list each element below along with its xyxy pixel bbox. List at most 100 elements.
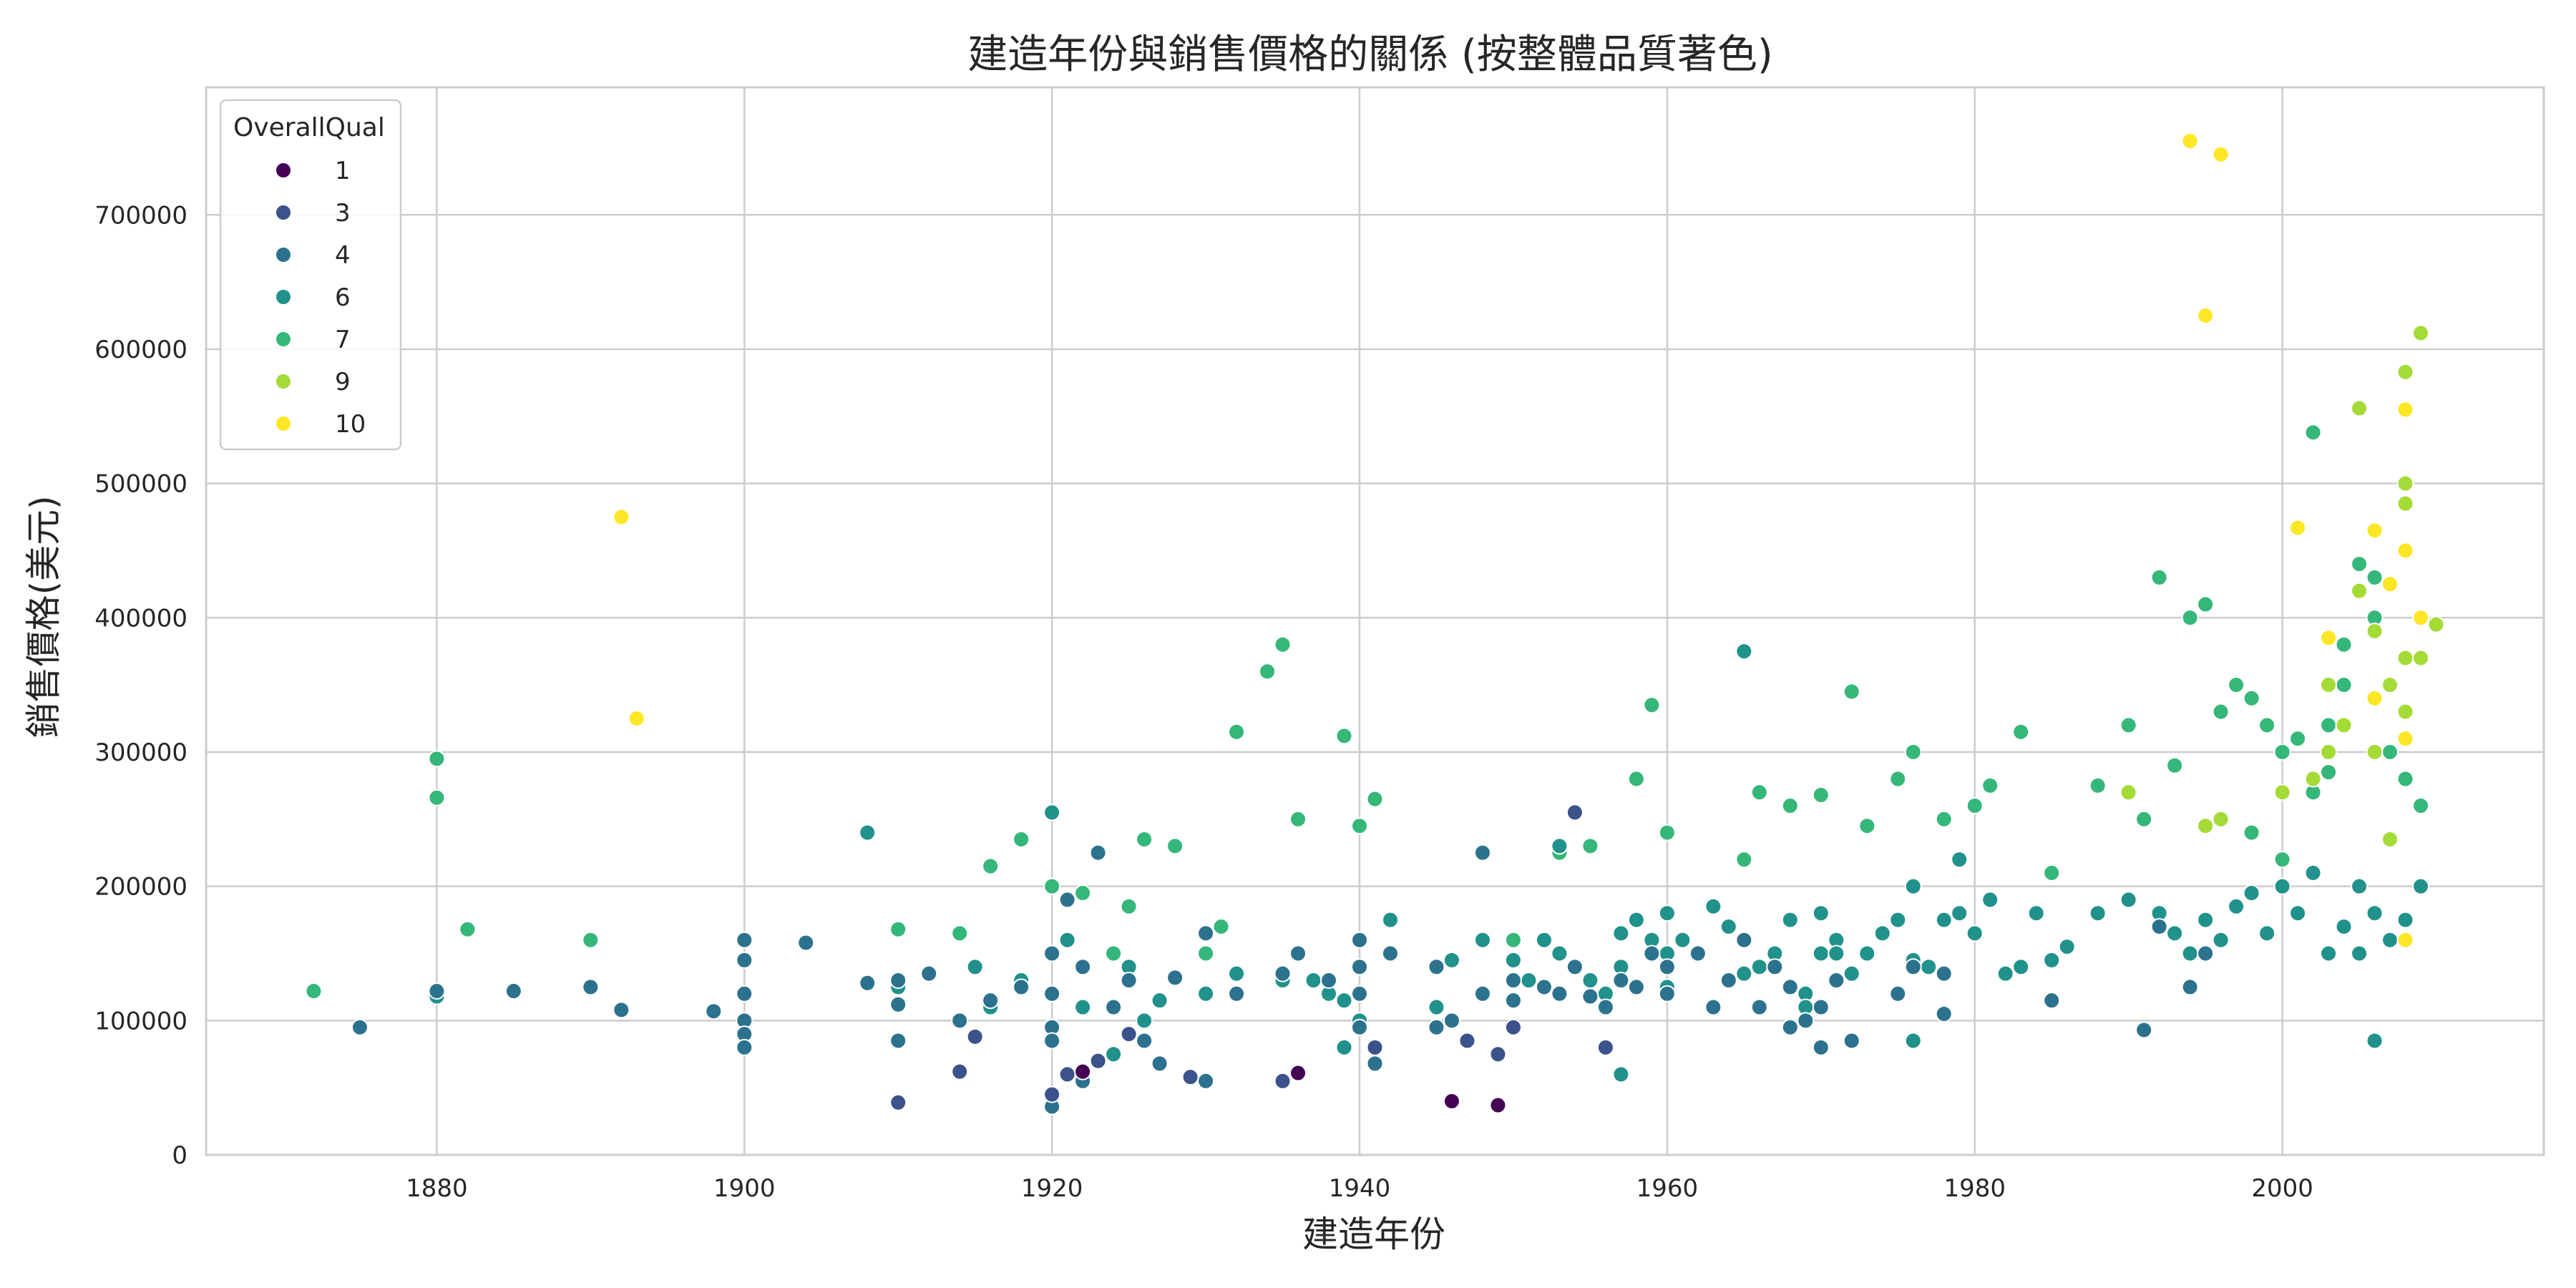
data-point-qual-3 (1058, 1065, 1076, 1083)
data-point-qual-9 (2119, 784, 2137, 801)
data-point-qual-9 (2335, 716, 2353, 734)
y-tick-label: 500000 (94, 470, 187, 499)
data-point-qual-4 (1735, 931, 1753, 949)
data-point-qual-6 (1920, 958, 1938, 976)
data-point-qual-4 (1689, 945, 1707, 962)
data-point-qual-6 (2197, 911, 2215, 929)
data-point-qual-7 (2366, 569, 2384, 587)
data-point-qual-4 (1058, 891, 1076, 909)
data-point-qual-7 (982, 857, 1000, 875)
data-point-qual-4 (1428, 1018, 1445, 1036)
data-point-qual-7 (1105, 945, 1123, 962)
data-point-qual-6 (2289, 904, 2307, 922)
data-point-qual-4 (1612, 972, 1630, 990)
data-point-qual-9 (2273, 784, 2291, 801)
data-point-qual-4 (1151, 1055, 1169, 1073)
data-point-qual-3 (966, 1028, 984, 1045)
data-point-qual-4 (1904, 958, 1922, 976)
data-point-qual-1 (1289, 1064, 1307, 1082)
data-point-qual-4 (1043, 945, 1061, 962)
data-point-qual-6 (1304, 972, 1322, 990)
data-point-qual-7 (2119, 716, 2137, 734)
y-tick-label: 700000 (94, 201, 187, 230)
legend-label: 6 (335, 283, 351, 312)
data-point-qual-7 (2089, 776, 2107, 794)
data-point-qual-4 (1935, 1005, 1953, 1023)
data-point-qual-4 (428, 982, 446, 1000)
data-point-qual-4 (1351, 958, 1369, 976)
data-point-qual-6 (1966, 924, 1984, 942)
data-point-qual-4 (1627, 978, 1645, 996)
data-point-qual-6 (1904, 1032, 1922, 1050)
data-point-qual-4 (613, 1001, 630, 1019)
data-point-qual-6 (1074, 998, 1092, 1016)
data-point-qual-4 (736, 931, 753, 949)
y-tick-label: 400000 (94, 604, 187, 633)
data-point-qual-6 (1981, 891, 1999, 909)
data-point-qual-7 (2043, 864, 2061, 882)
data-point-qual-9 (2366, 623, 2384, 640)
data-point-qual-4 (1043, 985, 1061, 1002)
data-point-qual-9 (2212, 810, 2230, 828)
data-point-qual-7 (2181, 609, 2199, 627)
data-point-qual-4 (951, 1012, 969, 1030)
data-point-qual-7 (428, 789, 446, 806)
data-point-qual-4 (1843, 1032, 1860, 1050)
data-point-qual-1 (1443, 1092, 1460, 1110)
data-point-qual-4 (2197, 945, 2215, 962)
x-tick-label: 1920 (1021, 1174, 1083, 1203)
data-point-qual-4 (889, 972, 907, 990)
data-point-qual-7 (1274, 635, 1292, 653)
tick-labels: 1880 1900 1920 1940 1960 1980 2000 0 100000 20000… (94, 201, 2313, 1203)
legend-marker (275, 288, 292, 306)
data-point-qual-7 (1643, 696, 1661, 714)
data-point-qual-7 (582, 931, 600, 949)
data-point-qual-4 (1581, 987, 1599, 1005)
legend-marker (275, 373, 292, 390)
data-point-qual-7 (1812, 786, 1830, 804)
data-point-qual-7 (2335, 676, 2353, 694)
data-point-qual-4 (582, 978, 600, 996)
data-point-qual-6 (1935, 911, 1953, 929)
x-tick-label: 1880 (406, 1174, 468, 1203)
data-point-qual-3 (1120, 1025, 1138, 1043)
data-point-qual-4 (1197, 1072, 1215, 1090)
data-point-qual-6 (1843, 965, 1860, 982)
data-point-qual-3 (1089, 1052, 1107, 1070)
data-point-qual-6 (1058, 931, 1076, 949)
data-point-qual-4 (1351, 931, 1369, 949)
data-point-qual-6 (966, 958, 984, 976)
data-point-qual-6 (2273, 877, 2291, 895)
data-point-qual-6 (1473, 931, 1491, 949)
data-point-qual-6 (1428, 998, 1445, 1016)
data-point-qual-7 (2212, 703, 2230, 721)
data-point-qual-9 (2304, 770, 2322, 788)
data-point-qual-4 (1750, 998, 1768, 1016)
data-point-qual-3 (1458, 1032, 1476, 1050)
data-point-qual-4 (1766, 958, 1784, 976)
legend-marker (275, 246, 292, 263)
data-point-qual-4 (1320, 972, 1338, 990)
data-point-qual-9 (2320, 676, 2338, 694)
data-point-qual-9 (2427, 615, 2445, 633)
data-point-qual-6 (1335, 992, 1353, 1010)
data-point-qual-6 (1043, 804, 1061, 821)
data-point-qual-7 (1259, 663, 1277, 680)
data-point-qual-4 (1812, 998, 1830, 1016)
data-point-qual-6 (1828, 945, 1845, 962)
data-point-qual-9 (2351, 399, 2368, 417)
data-point-qual-4 (1889, 985, 1907, 1002)
data-point-qual-4 (1089, 844, 1107, 862)
legend-marker (275, 204, 292, 221)
chart-title: 建造年份與銷售價格的關係 (按整體品質著色) (967, 31, 1773, 78)
data-point-qual-4 (736, 1038, 753, 1056)
data-point-qual-7 (1043, 877, 1061, 895)
x-tick-label: 2000 (2251, 1174, 2313, 1203)
data-point-qual-4 (1551, 985, 1568, 1002)
data-point-qual-3 (1489, 1045, 1507, 1063)
data-point-qual-3 (889, 1093, 907, 1111)
legend-label: 4 (335, 241, 351, 270)
data-point-qual-6 (2181, 945, 2199, 962)
data-point-qual-6 (1951, 851, 1968, 869)
